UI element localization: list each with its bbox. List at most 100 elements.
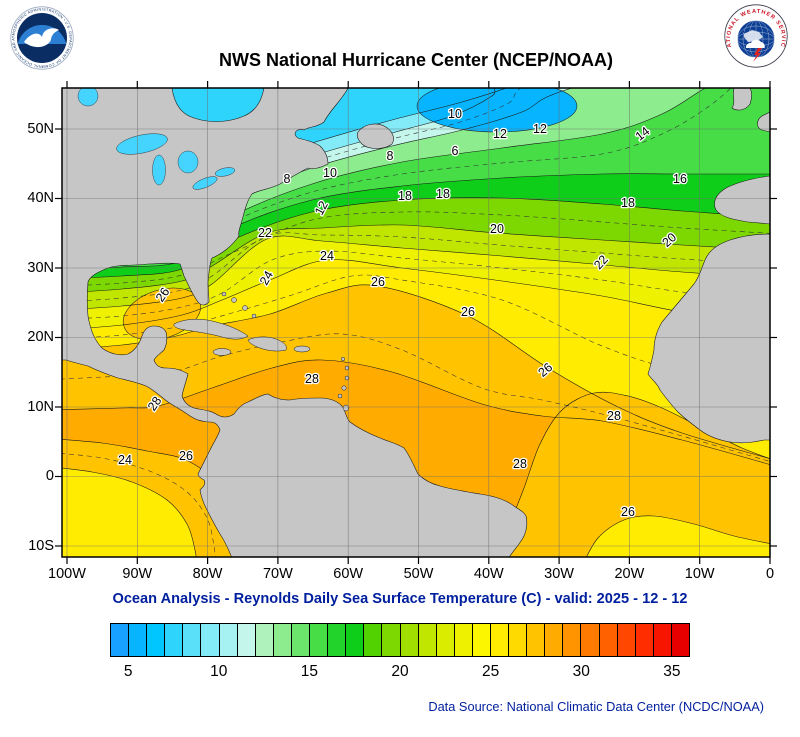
lon-tick-label: 90W	[122, 566, 153, 582]
isotherm-label: 18	[398, 189, 412, 203]
island-cuba	[173, 319, 249, 340]
lat-tick-label: 50N	[27, 120, 54, 137]
lon-tick-label: 0	[765, 566, 775, 582]
data-source-note: Data Source: National Climatic Data Cent…	[428, 699, 764, 714]
isotherm-label: 6	[452, 144, 459, 158]
colorbar-cell	[509, 624, 528, 656]
island-trinidad	[342, 404, 350, 412]
colorbar-cell	[328, 624, 347, 656]
lake-huron	[177, 150, 199, 174]
island-bahamas	[242, 305, 248, 311]
colorbar-tick: 10	[210, 663, 228, 680]
colorbar-cell	[563, 624, 582, 656]
lon-tick-label: 50W	[403, 566, 434, 582]
isotherm-label: 12	[493, 127, 507, 141]
isotherm-label: 8	[387, 149, 394, 163]
great-lakes	[77, 88, 236, 190]
lake-michigan	[152, 154, 166, 186]
isotherm-label: 10	[323, 166, 337, 180]
graticule	[62, 88, 770, 557]
colorbar-cell	[291, 624, 311, 656]
isotherm-label: 24	[118, 453, 132, 467]
lon-tick-label: 70W	[262, 566, 293, 582]
lat-tick-label: 20N	[27, 329, 54, 345]
land-africa	[647, 233, 770, 444]
lat-tick-label: 0	[45, 468, 54, 484]
colorbar-cell	[147, 624, 166, 656]
land-iberia	[714, 175, 770, 225]
island-bahamas	[221, 291, 227, 297]
colorbar-cells	[110, 623, 690, 657]
colorbar-cell	[219, 624, 238, 656]
nws-lightning-icon	[753, 48, 762, 62]
colorbar-tick: 25	[482, 663, 500, 680]
colorbar-cell	[490, 624, 510, 656]
colorbar-cell	[111, 624, 130, 656]
sst-map: 8 10 8 6 10 12 12 14 16 18 18 18 12 20 20 22 22 24 24 26 26 2…	[55, 81, 777, 564]
colorbar-tick: 15	[300, 663, 318, 680]
isotherm-label: 26	[461, 305, 475, 319]
lake-superior	[116, 133, 168, 155]
island-bahamas	[251, 313, 257, 319]
island-antilles	[340, 356, 346, 362]
colorbar-cell	[346, 624, 365, 656]
isotherm-label: 28	[607, 409, 621, 423]
noaa-logo: NATIONAL OCEANIC AND ATMOSPHERIC ADMINIS…	[10, 6, 74, 70]
lon-tick-label: 80W	[192, 566, 223, 582]
colorbar-tick: 20	[391, 663, 409, 680]
isotherm-label: 18	[436, 187, 450, 201]
island-antilles	[337, 393, 343, 399]
isotherm-label: 10	[448, 107, 462, 121]
isotherm-label: 24	[320, 249, 334, 263]
colorbar-cell	[671, 624, 689, 656]
colorbar-cell	[382, 624, 401, 656]
nws-continent	[744, 30, 763, 42]
land-americas	[62, 88, 528, 557]
isotherm-label: 26	[621, 505, 635, 519]
lake-erie	[192, 176, 218, 190]
colorbar-cell	[436, 624, 455, 656]
colorbar-cell	[653, 624, 672, 656]
colorbar-cell	[635, 624, 654, 656]
isotherm-label: 8	[284, 172, 291, 186]
island-puerto-rico	[293, 345, 311, 353]
nws-cloud-icon	[745, 39, 765, 48]
map-frame	[61, 87, 771, 558]
isotherm-label: 16	[673, 172, 687, 186]
island-bahamas	[231, 297, 237, 303]
colorbar-cell	[364, 624, 383, 656]
isotherm-label: 28	[513, 457, 527, 471]
lat-tick-label: 40N	[27, 190, 54, 206]
isotherm-label: 12	[533, 122, 547, 136]
temperature-colorbar: 5 10 15 20 25 30 35	[110, 623, 690, 680]
colorbar-cell	[255, 624, 274, 656]
isotherm-label: 20	[490, 222, 504, 236]
colorbar-cell	[527, 624, 546, 656]
colorbar-cell	[310, 624, 329, 656]
colorbar-cell	[273, 624, 292, 656]
colorbar-cell	[617, 624, 636, 656]
colorbar-cell	[418, 624, 437, 656]
colorbar-cell	[545, 624, 564, 656]
lon-tick-label: 30W	[544, 566, 574, 582]
lon-tick-label: 20W	[614, 566, 645, 582]
colorbar-cell	[129, 624, 148, 656]
island-antilles	[341, 385, 347, 391]
isotherm-label: 26	[179, 449, 193, 463]
isotherm-label: 18	[621, 196, 635, 210]
colorbar-cell	[400, 624, 419, 656]
colorbar-cell	[599, 624, 618, 656]
land-britain	[731, 88, 752, 111]
colorbar-tick: 35	[663, 663, 681, 680]
isotherm-label: 28	[305, 372, 319, 386]
noaa-seagull-icon	[24, 28, 59, 48]
colorbar-cell	[581, 624, 600, 656]
axis-ticks	[55, 81, 777, 564]
lat-tick-label: 30N	[27, 259, 54, 276]
land-france	[757, 111, 770, 133]
nws-logo: NATIONAL WEATHER SERVICE	[724, 4, 788, 68]
island-jamaica	[212, 348, 232, 356]
